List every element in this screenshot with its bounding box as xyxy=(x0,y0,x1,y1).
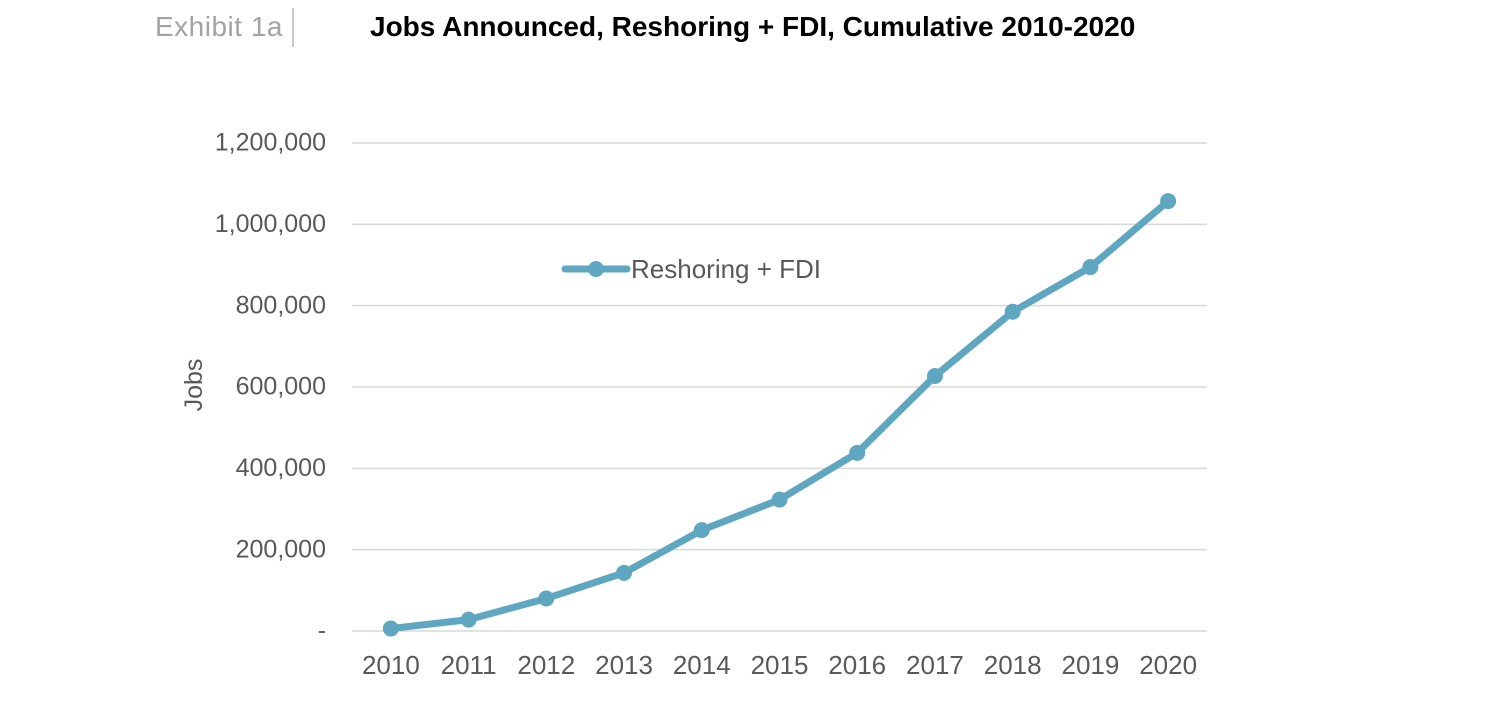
x-tick-label: 2015 xyxy=(751,650,809,680)
y-tick-label: 1,000,000 xyxy=(215,210,326,238)
y-tick-label: 800,000 xyxy=(236,291,326,319)
data-point-2014 xyxy=(693,522,710,539)
x-tick-label: 2011 xyxy=(441,650,497,680)
header-divider xyxy=(292,8,294,47)
y-tick-label: - xyxy=(318,617,326,645)
data-point-2013 xyxy=(616,564,633,581)
x-tick-label: 2010 xyxy=(362,650,420,680)
data-point-2020 xyxy=(1160,193,1177,210)
y-tick-label: 1,200,000 xyxy=(215,129,326,157)
data-point-2012 xyxy=(538,590,555,607)
y-axis-title: Jobs xyxy=(180,359,208,412)
y-tick-label: 400,000 xyxy=(236,454,326,482)
x-tick-label: 2017 xyxy=(906,650,964,680)
y-tick-label: 600,000 xyxy=(236,373,326,401)
x-tick-label: 2020 xyxy=(1139,650,1197,680)
data-point-2015 xyxy=(771,491,788,508)
data-point-2019 xyxy=(1082,259,1099,276)
data-point-2017 xyxy=(926,368,943,385)
x-tick-label: 2018 xyxy=(984,650,1042,680)
data-point-2016 xyxy=(849,444,866,461)
x-tick-label: 2016 xyxy=(828,650,886,680)
x-tick-label: 2014 xyxy=(673,650,731,680)
x-tick-label: 2013 xyxy=(595,650,653,680)
exhibit-label: Exhibit 1a xyxy=(155,11,283,42)
data-point-2011 xyxy=(460,611,477,628)
data-point-2018 xyxy=(1004,303,1021,320)
y-tick-label: 200,000 xyxy=(236,535,326,563)
x-tick-label: 2012 xyxy=(517,650,575,680)
x-tick-label: 2019 xyxy=(1061,650,1119,680)
data-point-2010 xyxy=(382,620,399,637)
page-title: Jobs Announced, Reshoring + FDI, Cumulat… xyxy=(370,11,1136,42)
legend-label: Reshoring + FDI xyxy=(631,254,821,284)
legend-marker xyxy=(588,261,604,277)
